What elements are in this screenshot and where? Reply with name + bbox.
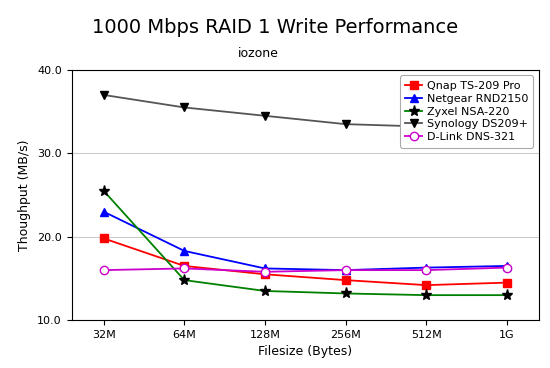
Netgear RND2150 [262, 266, 268, 270]
Zyxel NSA-220 [181, 278, 188, 282]
Line: D-Link DNS-321: D-Link DNS-321 [100, 263, 511, 276]
D-Link DNS-321 [423, 268, 430, 272]
Synology DS209+ [423, 124, 430, 129]
Text: iozone: iozone [238, 47, 279, 60]
Line: Netgear RND2150: Netgear RND2150 [100, 208, 511, 274]
Netgear RND2150 [423, 265, 430, 270]
Zyxel NSA-220 [342, 291, 349, 296]
Netgear RND2150 [503, 264, 510, 268]
Line: Qnap TS-209 Pro: Qnap TS-209 Pro [100, 234, 511, 289]
Zyxel NSA-220 [101, 189, 107, 193]
Qnap TS-209 Pro [503, 280, 510, 285]
D-Link DNS-321 [181, 266, 188, 270]
Netgear RND2150 [181, 249, 188, 253]
Legend: Qnap TS-209 Pro, Netgear RND2150, Zyxel NSA-220, Synology DS209+, D-Link DNS-321: Qnap TS-209 Pro, Netgear RND2150, Zyxel … [400, 75, 534, 148]
Line: Zyxel NSA-220: Zyxel NSA-220 [98, 185, 512, 301]
D-Link DNS-321 [342, 268, 349, 272]
Line: Synology DS209+: Synology DS209+ [100, 91, 511, 134]
Synology DS209+ [342, 122, 349, 126]
Qnap TS-209 Pro [342, 278, 349, 282]
Synology DS209+ [101, 93, 107, 97]
X-axis label: Filesize (Bytes): Filesize (Bytes) [258, 346, 353, 358]
Netgear RND2150 [101, 209, 107, 214]
Qnap TS-209 Pro [262, 272, 268, 276]
D-Link DNS-321 [101, 268, 107, 272]
Qnap TS-209 Pro [423, 283, 430, 287]
Zyxel NSA-220 [503, 293, 510, 297]
Qnap TS-209 Pro [181, 264, 188, 268]
Netgear RND2150 [342, 268, 349, 272]
Synology DS209+ [503, 128, 510, 132]
D-Link DNS-321 [262, 270, 268, 274]
D-Link DNS-321 [503, 265, 510, 270]
Zyxel NSA-220 [423, 293, 430, 297]
Synology DS209+ [181, 105, 188, 110]
Y-axis label: Thoughput (MB/s): Thoughput (MB/s) [19, 139, 31, 251]
Qnap TS-209 Pro [101, 236, 107, 241]
Text: 1000 Mbps RAID 1 Write Performance: 1000 Mbps RAID 1 Write Performance [92, 18, 458, 38]
Zyxel NSA-220 [262, 289, 268, 293]
Synology DS209+ [262, 114, 268, 118]
